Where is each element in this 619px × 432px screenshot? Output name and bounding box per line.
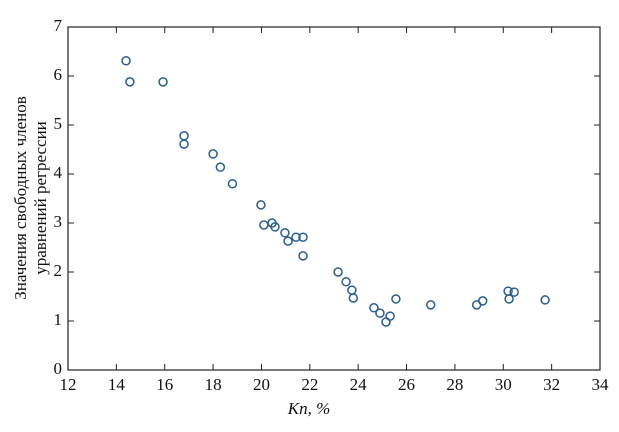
y-tick-label: 6 — [54, 65, 63, 84]
y-tick-label: 5 — [54, 114, 63, 133]
point — [208, 149, 218, 159]
x-axis-label: Kп, % — [287, 399, 331, 418]
y-tick-label: 7 — [54, 16, 63, 35]
y-tick-label: 4 — [54, 163, 63, 182]
x-tick-label: 28 — [446, 375, 463, 394]
point — [298, 251, 308, 261]
point — [227, 179, 238, 189]
x-tick-label: 26 — [398, 375, 415, 394]
point — [280, 228, 290, 238]
point — [540, 295, 550, 305]
point — [121, 56, 131, 66]
y-tick-label: 1 — [54, 310, 63, 329]
point — [509, 287, 519, 297]
point — [158, 77, 168, 87]
point — [369, 303, 379, 313]
x-tick-label: 18 — [205, 375, 222, 394]
x-tick-label: 34 — [592, 375, 610, 394]
x-tick-label: 16 — [156, 375, 173, 394]
point — [291, 232, 301, 242]
plot-frame — [67, 26, 601, 371]
x-tick-label: 32 — [543, 375, 560, 394]
y-axis-label: Значения свободных членов — [11, 96, 30, 300]
point — [270, 222, 280, 232]
point — [215, 162, 226, 172]
x-tick-label: 24 — [350, 375, 368, 394]
point — [283, 236, 293, 246]
point — [504, 294, 514, 304]
y-tick-label: 0 — [54, 359, 63, 378]
point — [298, 232, 308, 242]
point — [425, 300, 436, 310]
x-tick-label: 30 — [495, 375, 512, 394]
x-tick-label: 14 — [108, 375, 126, 394]
point — [179, 131, 189, 141]
point — [347, 285, 357, 295]
point — [385, 311, 395, 321]
point — [256, 200, 266, 210]
x-tick-label: 22 — [301, 375, 318, 394]
point — [391, 294, 401, 304]
point — [348, 293, 359, 303]
point — [375, 308, 385, 318]
point — [477, 296, 488, 306]
point — [179, 139, 189, 149]
point — [259, 220, 269, 230]
point — [125, 77, 135, 87]
x-tick-label: 20 — [253, 375, 270, 394]
point — [333, 267, 343, 277]
point — [341, 277, 351, 287]
y-tick-label: 3 — [54, 212, 63, 231]
x-tick-label: 12 — [60, 375, 77, 394]
y-tick-label: 2 — [54, 261, 63, 280]
y-axis-label: уравнений регрессии — [31, 121, 50, 275]
